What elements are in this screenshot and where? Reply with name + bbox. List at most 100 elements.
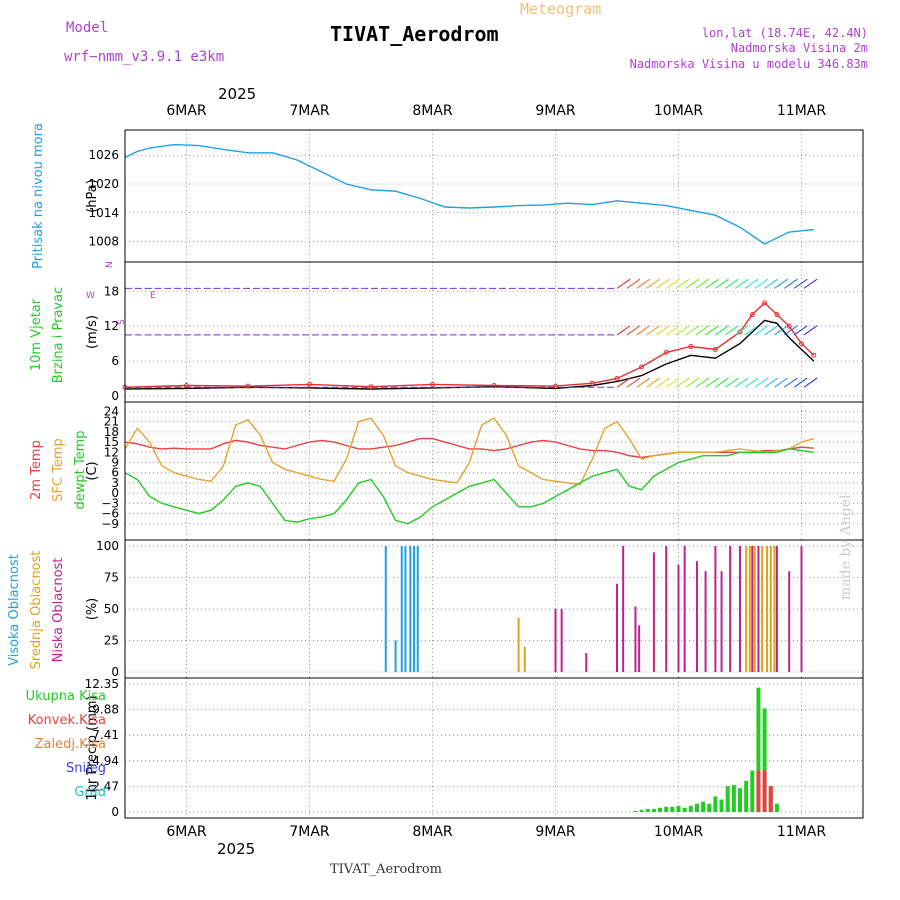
wind-barb	[793, 377, 808, 388]
panel-frame	[124, 401, 864, 541]
wind-barb	[616, 325, 631, 336]
wind-barb	[685, 377, 700, 388]
wind-barb	[774, 278, 788, 289]
wind-barb	[793, 278, 808, 289]
wind-barb	[754, 377, 769, 388]
top-day-label: 10MAR	[654, 103, 703, 119]
bar-niska-oblacnost	[720, 571, 723, 672]
y-tick-label: 24	[104, 404, 119, 418]
wind-barb	[734, 377, 749, 388]
bar-ukupna-kisa	[658, 807, 663, 812]
bar-ukupna-kisa	[774, 803, 779, 812]
bottom-day-label: 9MAR	[535, 824, 576, 840]
bar-niska-oblacnost	[622, 546, 625, 672]
header-station: TIVAT_Aerodrom	[330, 22, 499, 46]
bar-ukupna-kisa	[756, 687, 761, 812]
header-product: Meteogram	[520, 0, 602, 18]
pressure-title: Pritisak na nivou mora	[31, 123, 46, 269]
wind-barb	[774, 325, 788, 336]
cloud-title-high: Visoka Oblacnost	[7, 554, 22, 666]
y-tick-label: 25	[104, 634, 119, 648]
bar-srednja-oblacnost	[761, 546, 764, 672]
y-tick-label: 18	[104, 425, 119, 439]
bar-niska-oblacnost	[704, 571, 707, 672]
gust-marker	[774, 312, 780, 318]
bar-ukupna-kisa	[738, 788, 742, 812]
bar-ukupna-kisa	[713, 796, 718, 812]
top-day-label: 6MAR	[166, 103, 207, 119]
wind-barb	[685, 278, 700, 289]
wind-barb	[734, 325, 749, 336]
wind-barb	[724, 325, 739, 336]
compass-e: E	[150, 291, 156, 301]
wind-barb	[705, 278, 719, 289]
wind-barb	[616, 278, 631, 289]
wind-barb	[744, 377, 759, 388]
bar-niska-oblacnost	[788, 571, 791, 672]
bar-visoka-oblacnost	[416, 546, 419, 672]
compass-s: S	[117, 319, 127, 325]
bar-niska-oblacnost	[695, 561, 698, 672]
series-line-udar	[124, 301, 815, 388]
y-axis-unit: (%)	[85, 598, 100, 621]
y-tick-label: 7.41	[92, 728, 119, 742]
bar-niska-oblacnost	[652, 552, 655, 672]
wind-barb	[724, 278, 739, 289]
wind-barb	[636, 278, 651, 289]
bar-ukupna-kisa	[750, 770, 755, 812]
bottom-day-label: 11MAR	[777, 824, 826, 840]
wind-barb	[705, 325, 719, 336]
compass-w: W	[86, 291, 95, 301]
cloud-title-low: Niska Oblacnost	[51, 558, 66, 663]
wind-barb	[646, 325, 660, 336]
bar-ukupna-kisa	[633, 810, 638, 812]
y-tick-label: 15	[104, 435, 119, 449]
bar-visoka-oblacnost	[394, 640, 397, 672]
wind-barb	[646, 278, 660, 289]
bar-srednja-oblacnost	[523, 646, 526, 672]
y-axis-unit: (m/s)	[85, 315, 100, 349]
bar-ukupna-kisa	[651, 808, 656, 812]
series-line-brzina	[124, 319, 815, 390]
y-tick-label: 0	[111, 665, 119, 679]
bar-niska-oblacnost	[739, 546, 741, 672]
wind-barb	[734, 278, 749, 289]
bar-visoka-oblacnost	[413, 546, 416, 672]
y-tick-label: 18	[104, 284, 119, 298]
bar-niska-oblacnost	[560, 609, 563, 672]
y-tick-label: 3	[111, 476, 119, 490]
wind-barb	[665, 278, 680, 289]
panel-frame	[124, 677, 864, 819]
bar-ukupna-kisa	[676, 805, 681, 812]
bar-ukupna-kisa	[762, 708, 767, 812]
wind-barb	[783, 278, 798, 289]
y-tick-label: 50	[104, 602, 119, 616]
top-day-label: 7MAR	[289, 103, 330, 119]
bottom-day-label: 7MAR	[289, 824, 330, 840]
y-tick-label: −9	[101, 517, 119, 531]
wind-barb	[665, 325, 680, 336]
wind-barb	[626, 377, 641, 388]
compass-n: N	[105, 261, 115, 268]
wind-barb	[675, 377, 690, 388]
y-tick-label: 12.35	[85, 677, 119, 691]
gust-marker	[245, 383, 251, 389]
bar-niska-oblacnost	[665, 546, 668, 672]
bar-visoka-oblacnost	[400, 546, 403, 672]
bar-srednja-oblacnost	[769, 546, 772, 672]
wind-barb	[783, 325, 798, 336]
credit-text: made by Angel	[838, 494, 854, 601]
bar-niska-oblacnost	[714, 546, 717, 672]
bar-srednja-oblacnost	[766, 546, 769, 672]
y-tick-label: 4.94	[92, 754, 119, 768]
bar-ukupna-kisa	[639, 809, 644, 812]
bar-konvek-kisa	[768, 786, 773, 812]
header-model-label: Model	[66, 20, 109, 36]
top-day-label: 11MAR	[777, 103, 826, 119]
wind-barb	[626, 325, 641, 336]
bar-ukupna-kisa	[725, 786, 730, 812]
bottom-day-label: 6MAR	[166, 824, 207, 840]
wind-barb	[675, 278, 690, 289]
bottom-day-label: 10MAR	[654, 824, 703, 840]
